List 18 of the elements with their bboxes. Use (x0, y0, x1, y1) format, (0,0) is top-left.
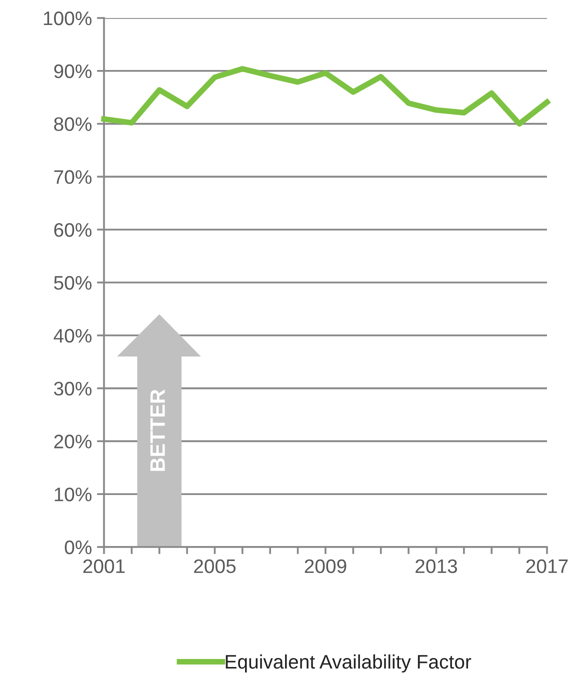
annotation: BETTER (150, 389, 165, 471)
x-tick-label: 2017 (526, 559, 568, 574)
y-tick-label: 100% (44, 11, 92, 26)
y-tick-label: 80% (54, 117, 92, 132)
y-tick-label: 0% (64, 540, 92, 554)
x-tick-label: 2013 (416, 559, 458, 574)
y-tick-label: 70% (54, 170, 92, 184)
x-tick-label: 2005 (194, 559, 236, 574)
x-tick-label: 2009 (304, 559, 346, 574)
x-tick-label: 2001 (83, 559, 125, 574)
y-tick-label: 60% (54, 223, 92, 237)
y-tick-label: 20% (54, 434, 92, 448)
legend-label: Equivalent Availability Factor (226, 654, 472, 673)
y-tick-label: 40% (54, 328, 92, 343)
y-tick-label: 30% (54, 382, 92, 396)
y-tick-label: 50% (54, 276, 92, 290)
y-tick-label: 90% (54, 64, 92, 78)
y-tick-label: 10% (54, 488, 92, 502)
